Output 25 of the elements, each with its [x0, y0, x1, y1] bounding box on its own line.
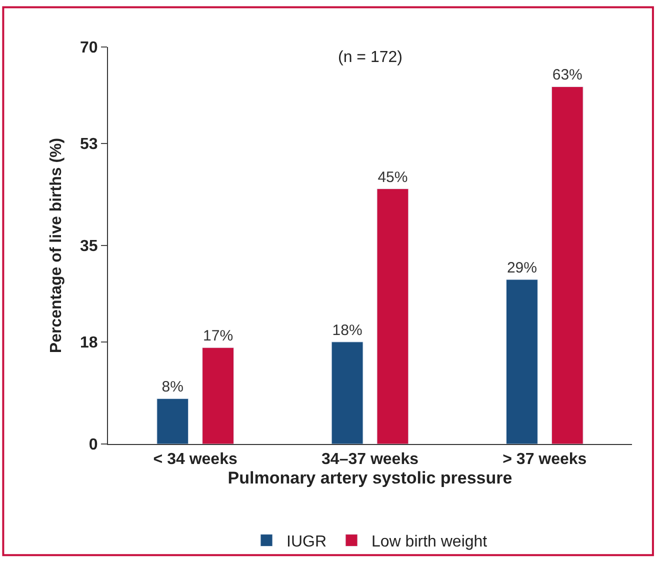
data-label: 45%: [378, 168, 408, 186]
annotation: (n = 172): [338, 49, 402, 66]
bar: [506, 279, 538, 444]
data-label: 63%: [552, 66, 582, 84]
data-label: 17%: [203, 328, 234, 345]
y-tick-label: 35: [80, 238, 98, 256]
x-tick-label: < 34 weeks: [153, 451, 238, 468]
y-tick-label: 70: [80, 40, 98, 57]
bar: [156, 398, 189, 444]
y-tick-label: 53: [80, 136, 98, 154]
data-label: 29%: [506, 260, 537, 277]
bar: [331, 342, 364, 444]
bar: [551, 86, 584, 444]
data-label: 8%: [162, 378, 184, 396]
legend-label: IUGR: [286, 534, 326, 551]
x-axis-title: Pulmonary artery systolic pressure: [228, 468, 512, 488]
y-axis-title: Percentage of live births (%): [48, 138, 65, 354]
y-tick-label: 18: [80, 334, 98, 352]
y-tick-label: 0: [88, 436, 98, 454]
x-tick-label: > 37 weeks: [502, 451, 587, 468]
bar: [202, 347, 234, 444]
bar: [376, 188, 409, 444]
legend-label: Low birth weight: [372, 534, 488, 551]
x-tick-label: 34–37 weeks: [322, 451, 419, 468]
data-label: 18%: [332, 322, 362, 339]
